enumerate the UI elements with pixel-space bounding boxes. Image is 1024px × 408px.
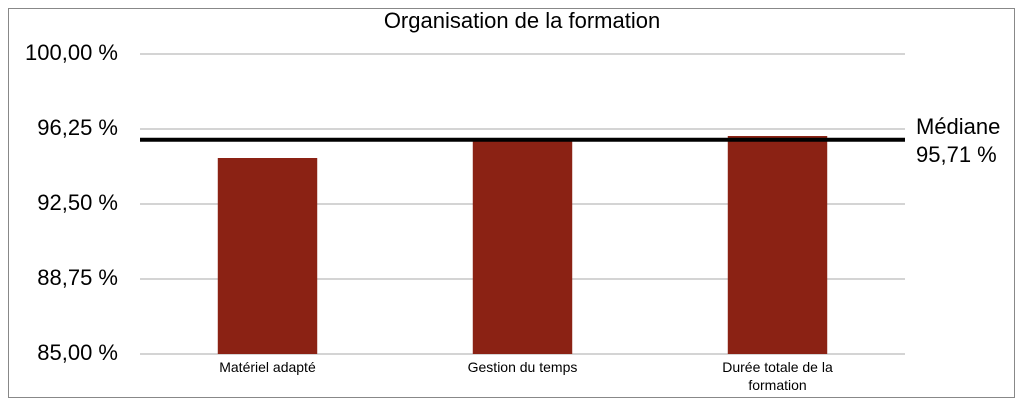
median-label: Médiane	[916, 114, 1000, 139]
chart-title: Organisation de la formation	[384, 8, 660, 33]
median-value-label: 95,71 %	[916, 142, 997, 167]
x-tick-label: Durée totale de la formation	[722, 359, 833, 393]
x-tick-label: Gestion du temps	[467, 359, 578, 375]
y-tick-label: 85,00 %	[37, 340, 118, 365]
y-tick-label: 100,00 %	[25, 40, 118, 65]
y-tick-label: 92,50 %	[37, 190, 118, 215]
y-tick-label: 88,75 %	[37, 265, 118, 290]
y-tick-label: 96,25 %	[37, 115, 118, 140]
bar	[727, 136, 828, 354]
x-tick-label: Matériel adapté	[219, 359, 316, 375]
bar	[472, 140, 573, 354]
bar	[217, 158, 318, 354]
